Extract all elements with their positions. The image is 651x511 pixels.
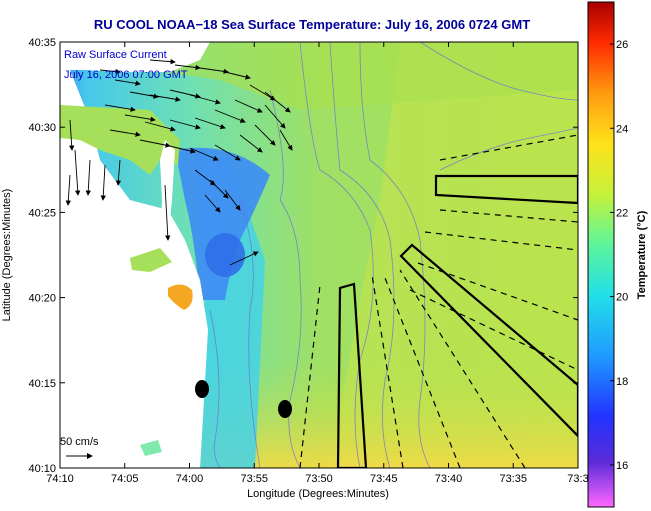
- sampling-transects: [336, 174, 578, 468]
- transect-south: [336, 282, 368, 468]
- colorbar-tick-label: 20: [616, 292, 628, 304]
- x-axis-label: Longitude (Degrees:Minutes): [247, 488, 389, 500]
- radial-dashed-lines: [299, 134, 578, 468]
- colorbar-tick-label: 16: [616, 460, 628, 472]
- x-axis-ticks: 74:10 74:05 74:00 73:55 73:50 73:45 73:40 73:35…: [46, 42, 589, 485]
- navesink-warm-patch: [168, 284, 193, 310]
- y-tick-label: 40:25: [28, 207, 56, 219]
- y-tick-label: 40:15: [28, 378, 56, 390]
- colorbar-tick-label: 22: [616, 207, 628, 219]
- x-tick-label: 73:50: [305, 473, 333, 485]
- buoy-marker-2: [278, 400, 292, 418]
- y-axis-ticks: 40:35 40:30 40:25 40:20 40:15 40:10: [28, 37, 578, 475]
- sandy-hook: [160, 140, 175, 245]
- colorbar-tick-label: 18: [616, 376, 628, 388]
- scale-label: 50 cm/s: [60, 436, 99, 448]
- y-tick-label: 40:10: [28, 463, 56, 475]
- raw-current-date: July 16, 2006 07:00 GMT: [64, 69, 188, 81]
- nearshore-small-patches: [140, 440, 162, 456]
- colorbar-tick-label: 26: [616, 39, 628, 51]
- colorbar-ticks: 16 18 20 22 24 26: [610, 39, 628, 472]
- cold-plume-core: [205, 233, 245, 277]
- transect-southeast: [399, 243, 578, 438]
- colorbar-label: Temperature (°C): [636, 210, 648, 299]
- land-staten-island: [60, 42, 210, 72]
- y-tick-label: 40:20: [28, 293, 56, 305]
- x-tick-label: 73:55: [240, 473, 268, 485]
- raw-current-label: Raw Surface Current: [64, 49, 167, 61]
- chart-title: RU COOL NOAA−18 Sea Surface Temperature:…: [94, 17, 530, 32]
- colorbar-tick-label: 24: [616, 123, 628, 135]
- north-warm-area: [120, 42, 578, 110]
- x-tick-label: 74:10: [46, 473, 74, 485]
- plot-area: [60, 42, 578, 468]
- raritan-bay: [60, 105, 180, 175]
- transect-east: [434, 174, 578, 205]
- x-tick-label: 73:3: [567, 473, 588, 485]
- x-tick-label: 74:05: [111, 473, 139, 485]
- x-tick-label: 73:40: [435, 473, 463, 485]
- shrewsbury-river: [130, 248, 172, 272]
- cold-plume: [175, 147, 270, 300]
- bathymetry-contours: [209, 42, 578, 468]
- y-axis-label: Latitude (Degrees:Minutes): [1, 189, 13, 322]
- x-tick-label: 73:45: [370, 473, 398, 485]
- colorbar: [587, 1, 615, 508]
- y-tick-label: 40:35: [28, 37, 56, 49]
- y-tick-label: 40:30: [28, 122, 56, 134]
- x-tick-label: 73:35: [499, 473, 527, 485]
- surface-current-vectors: [65, 58, 293, 266]
- buoy-marker-1: [195, 380, 209, 398]
- x-tick-label: 74:00: [176, 473, 204, 485]
